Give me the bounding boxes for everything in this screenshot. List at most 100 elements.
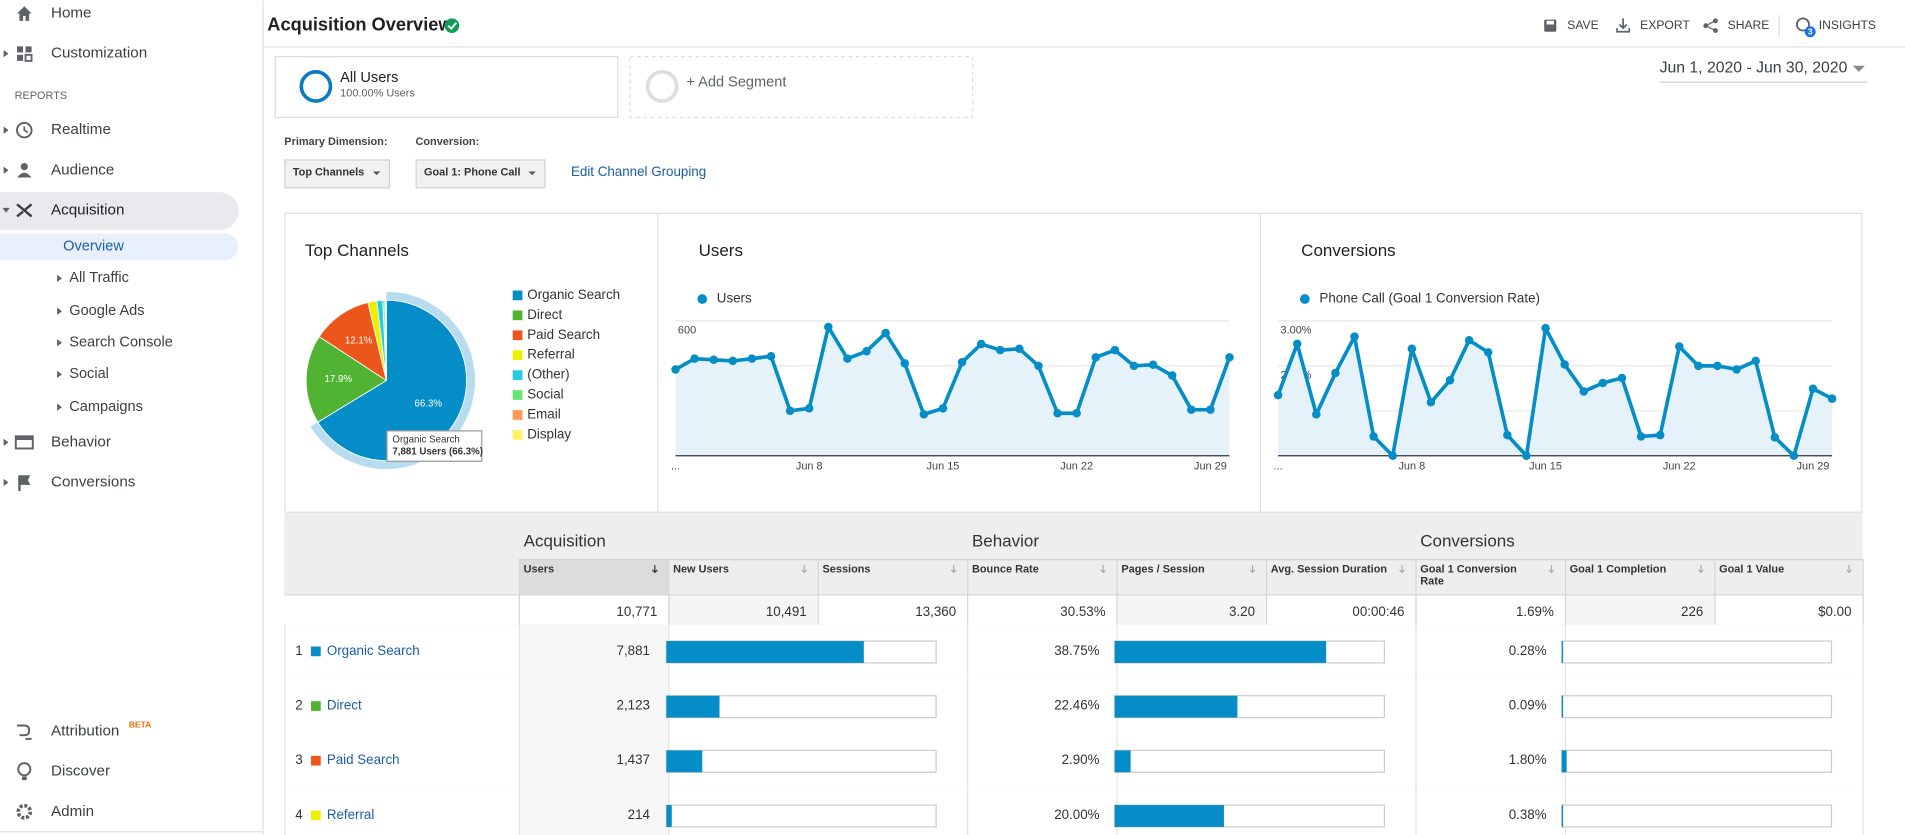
series-point (1053, 409, 1062, 418)
nav-item[interactable]: Audience (51, 161, 114, 178)
icon-clock (16, 121, 33, 139)
cell-value: 2.90% (1062, 752, 1100, 767)
series-point (1617, 373, 1627, 383)
expand-arrow[interactable] (3, 49, 9, 58)
series-point (919, 410, 929, 419)
sub-nav-item[interactable]: Social (69, 366, 109, 382)
column-header[interactable]: Users (524, 563, 647, 592)
expand-arrow[interactable] (3, 126, 9, 134)
bar-track (665, 749, 937, 773)
series-point (1636, 432, 1646, 441)
series-point (1034, 361, 1043, 371)
header-action[interactable]: EXPORT (1640, 18, 1690, 32)
column-header-text[interactable]: Goal 1 Value (1719, 562, 1785, 575)
column-header-text[interactable]: Goal 1 Completion (1569, 562, 1667, 575)
series-point (766, 351, 776, 361)
cell-value: 20.00% (1054, 807, 1099, 822)
dropdown[interactable] (415, 159, 546, 189)
icon-behavior (15, 436, 33, 440)
bar-track (1561, 749, 1833, 773)
series-point (1225, 353, 1234, 362)
column-header-text[interactable]: Pages / Session (1121, 562, 1205, 575)
active-item (0, 192, 239, 230)
nav-item[interactable]: Conversions (51, 474, 136, 491)
bar (666, 750, 703, 773)
add-segment-card[interactable] (629, 56, 974, 119)
date-range[interactable]: Jun 1, 2020 - Jun 30, 2020 (1660, 59, 1848, 76)
add-segment[interactable]: + Add Segment (686, 75, 786, 91)
column-header[interactable]: Sessions (823, 563, 946, 592)
nav-item[interactable]: Home (51, 5, 91, 22)
expand-arrow[interactable] (57, 370, 62, 379)
series-point (824, 322, 833, 332)
date-caret (1852, 65, 1865, 72)
expand-arrow[interactable] (57, 274, 62, 283)
legend-label: Display (527, 426, 571, 441)
expand-arrow[interactable] (57, 403, 62, 411)
series-point (1110, 345, 1120, 355)
chart-title: Conversions (1301, 241, 1396, 260)
legend-label: Social (527, 387, 563, 402)
column-header-text[interactable]: Sessions (822, 562, 871, 575)
column-header[interactable]: New Users (673, 563, 796, 592)
totals-cell-shade (1116, 594, 1266, 625)
header-action[interactable]: INSIGHTS (1819, 18, 1876, 32)
x-tick-label: ... (671, 461, 680, 473)
insights-badge (1804, 26, 1816, 38)
verified-badge (444, 18, 460, 33)
header-action[interactable]: SAVE (1567, 18, 1598, 32)
sub-nav-item[interactable]: Campaigns (69, 399, 143, 415)
series-point (1789, 451, 1799, 461)
sub-nav-item[interactable]: Search Console (69, 335, 173, 351)
column-header[interactable]: Goal 1 Value (1719, 563, 1840, 592)
expand-arrow[interactable] (3, 478, 9, 487)
column-header[interactable]: Goal 1 Conversion Rate (1420, 563, 1543, 592)
bar (666, 641, 864, 663)
series-point (976, 339, 986, 349)
series-point (1579, 387, 1589, 396)
series-point (1483, 348, 1493, 357)
expand-arrow[interactable] (57, 339, 62, 347)
sub-nav-item[interactable]: Google Ads (69, 303, 144, 319)
sub-nav-item[interactable]: Overview (63, 239, 124, 255)
edit-link[interactable]: Edit Channel Grouping (571, 164, 706, 179)
column-header-text[interactable]: Users (523, 562, 555, 575)
segment-card[interactable] (274, 56, 619, 119)
header-action[interactable]: SHARE (1728, 18, 1770, 32)
channel-link[interactable]: Direct (327, 698, 362, 713)
nav-item[interactable]: Customization (51, 45, 147, 62)
expand-arrow[interactable] (3, 166, 9, 174)
series-point (785, 406, 795, 416)
column-header-text[interactable]: Goal 1 Conversion Rate (1420, 562, 1517, 587)
nav-item[interactable]: Acquisition (51, 201, 124, 218)
row-rank: 1 (295, 643, 302, 658)
series-point (1598, 378, 1608, 388)
expand-arrow[interactable] (57, 307, 62, 315)
sorted-cell (518, 624, 669, 680)
column-header[interactable]: Bounce Rate (972, 563, 1095, 592)
bar (666, 695, 720, 718)
series-point (728, 356, 738, 366)
sub-nav-item[interactable]: All Traffic (69, 270, 129, 286)
row-rank: 4 (295, 807, 303, 822)
pie-slice (385, 299, 387, 381)
column-header[interactable]: Goal 1 Completion (1570, 563, 1693, 592)
channel-link[interactable]: Organic Search (327, 643, 420, 658)
nav-item[interactable]: Attribution (51, 723, 119, 740)
nav-item[interactable]: Discover (51, 763, 110, 780)
x-tick-label: Jun 22 (1060, 461, 1093, 473)
column-header[interactable]: Avg. Session Duration (1271, 563, 1394, 592)
column-header-text[interactable]: New Users (673, 562, 729, 575)
dropdown-caret (528, 171, 536, 176)
expand-arrow[interactable] (2, 207, 10, 213)
nav-item[interactable]: Admin (51, 803, 94, 820)
column-header-text[interactable]: Bounce Rate (971, 562, 1039, 575)
column-header-text[interactable]: Avg. Session Duration (1270, 562, 1388, 575)
dropdown[interactable] (284, 159, 390, 189)
channel-link[interactable]: Paid Search (327, 752, 400, 767)
nav-item[interactable]: Realtime (51, 121, 111, 138)
nav-item[interactable]: Behavior (51, 433, 111, 450)
column-header[interactable]: Pages / Session (1121, 563, 1244, 592)
channel-link[interactable]: Referral (327, 807, 375, 822)
expand-arrow[interactable] (3, 438, 9, 447)
